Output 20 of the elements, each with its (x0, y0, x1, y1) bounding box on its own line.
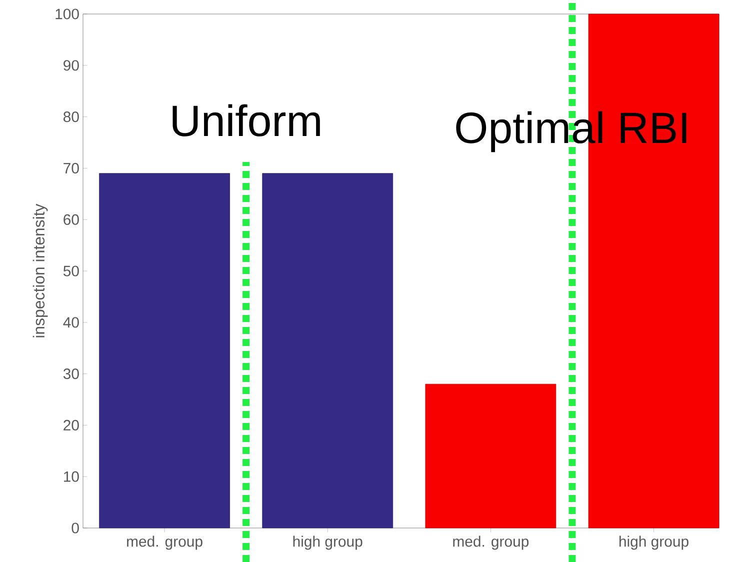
y-tick-label: 0 (72, 522, 79, 534)
bar (262, 173, 394, 528)
y-tick-label: 30 (63, 368, 79, 380)
y-tick-label: 60 (64, 214, 79, 225)
x-tick-label: high group (293, 536, 362, 550)
x-tick-label: med. group (127, 536, 202, 550)
y-tick-label: 20 (64, 420, 79, 430)
y-tick-label: 50 (63, 266, 79, 276)
y-tick-label: 10 (64, 471, 79, 482)
annotation: Uniform (172, 104, 320, 136)
y-tick-label: 80 (64, 112, 79, 122)
y-tick-label: 70 (64, 162, 79, 174)
bar (425, 384, 556, 528)
y-tick-label: 40 (63, 317, 79, 328)
bar (99, 173, 230, 528)
y-tick-label: 100 (56, 8, 79, 20)
x-tick-label: med. group (453, 536, 529, 550)
x-tick-label: high group (619, 536, 688, 550)
y-tick-label: 90 (64, 60, 79, 71)
y-axis-title: inspection intensity (32, 204, 48, 338)
